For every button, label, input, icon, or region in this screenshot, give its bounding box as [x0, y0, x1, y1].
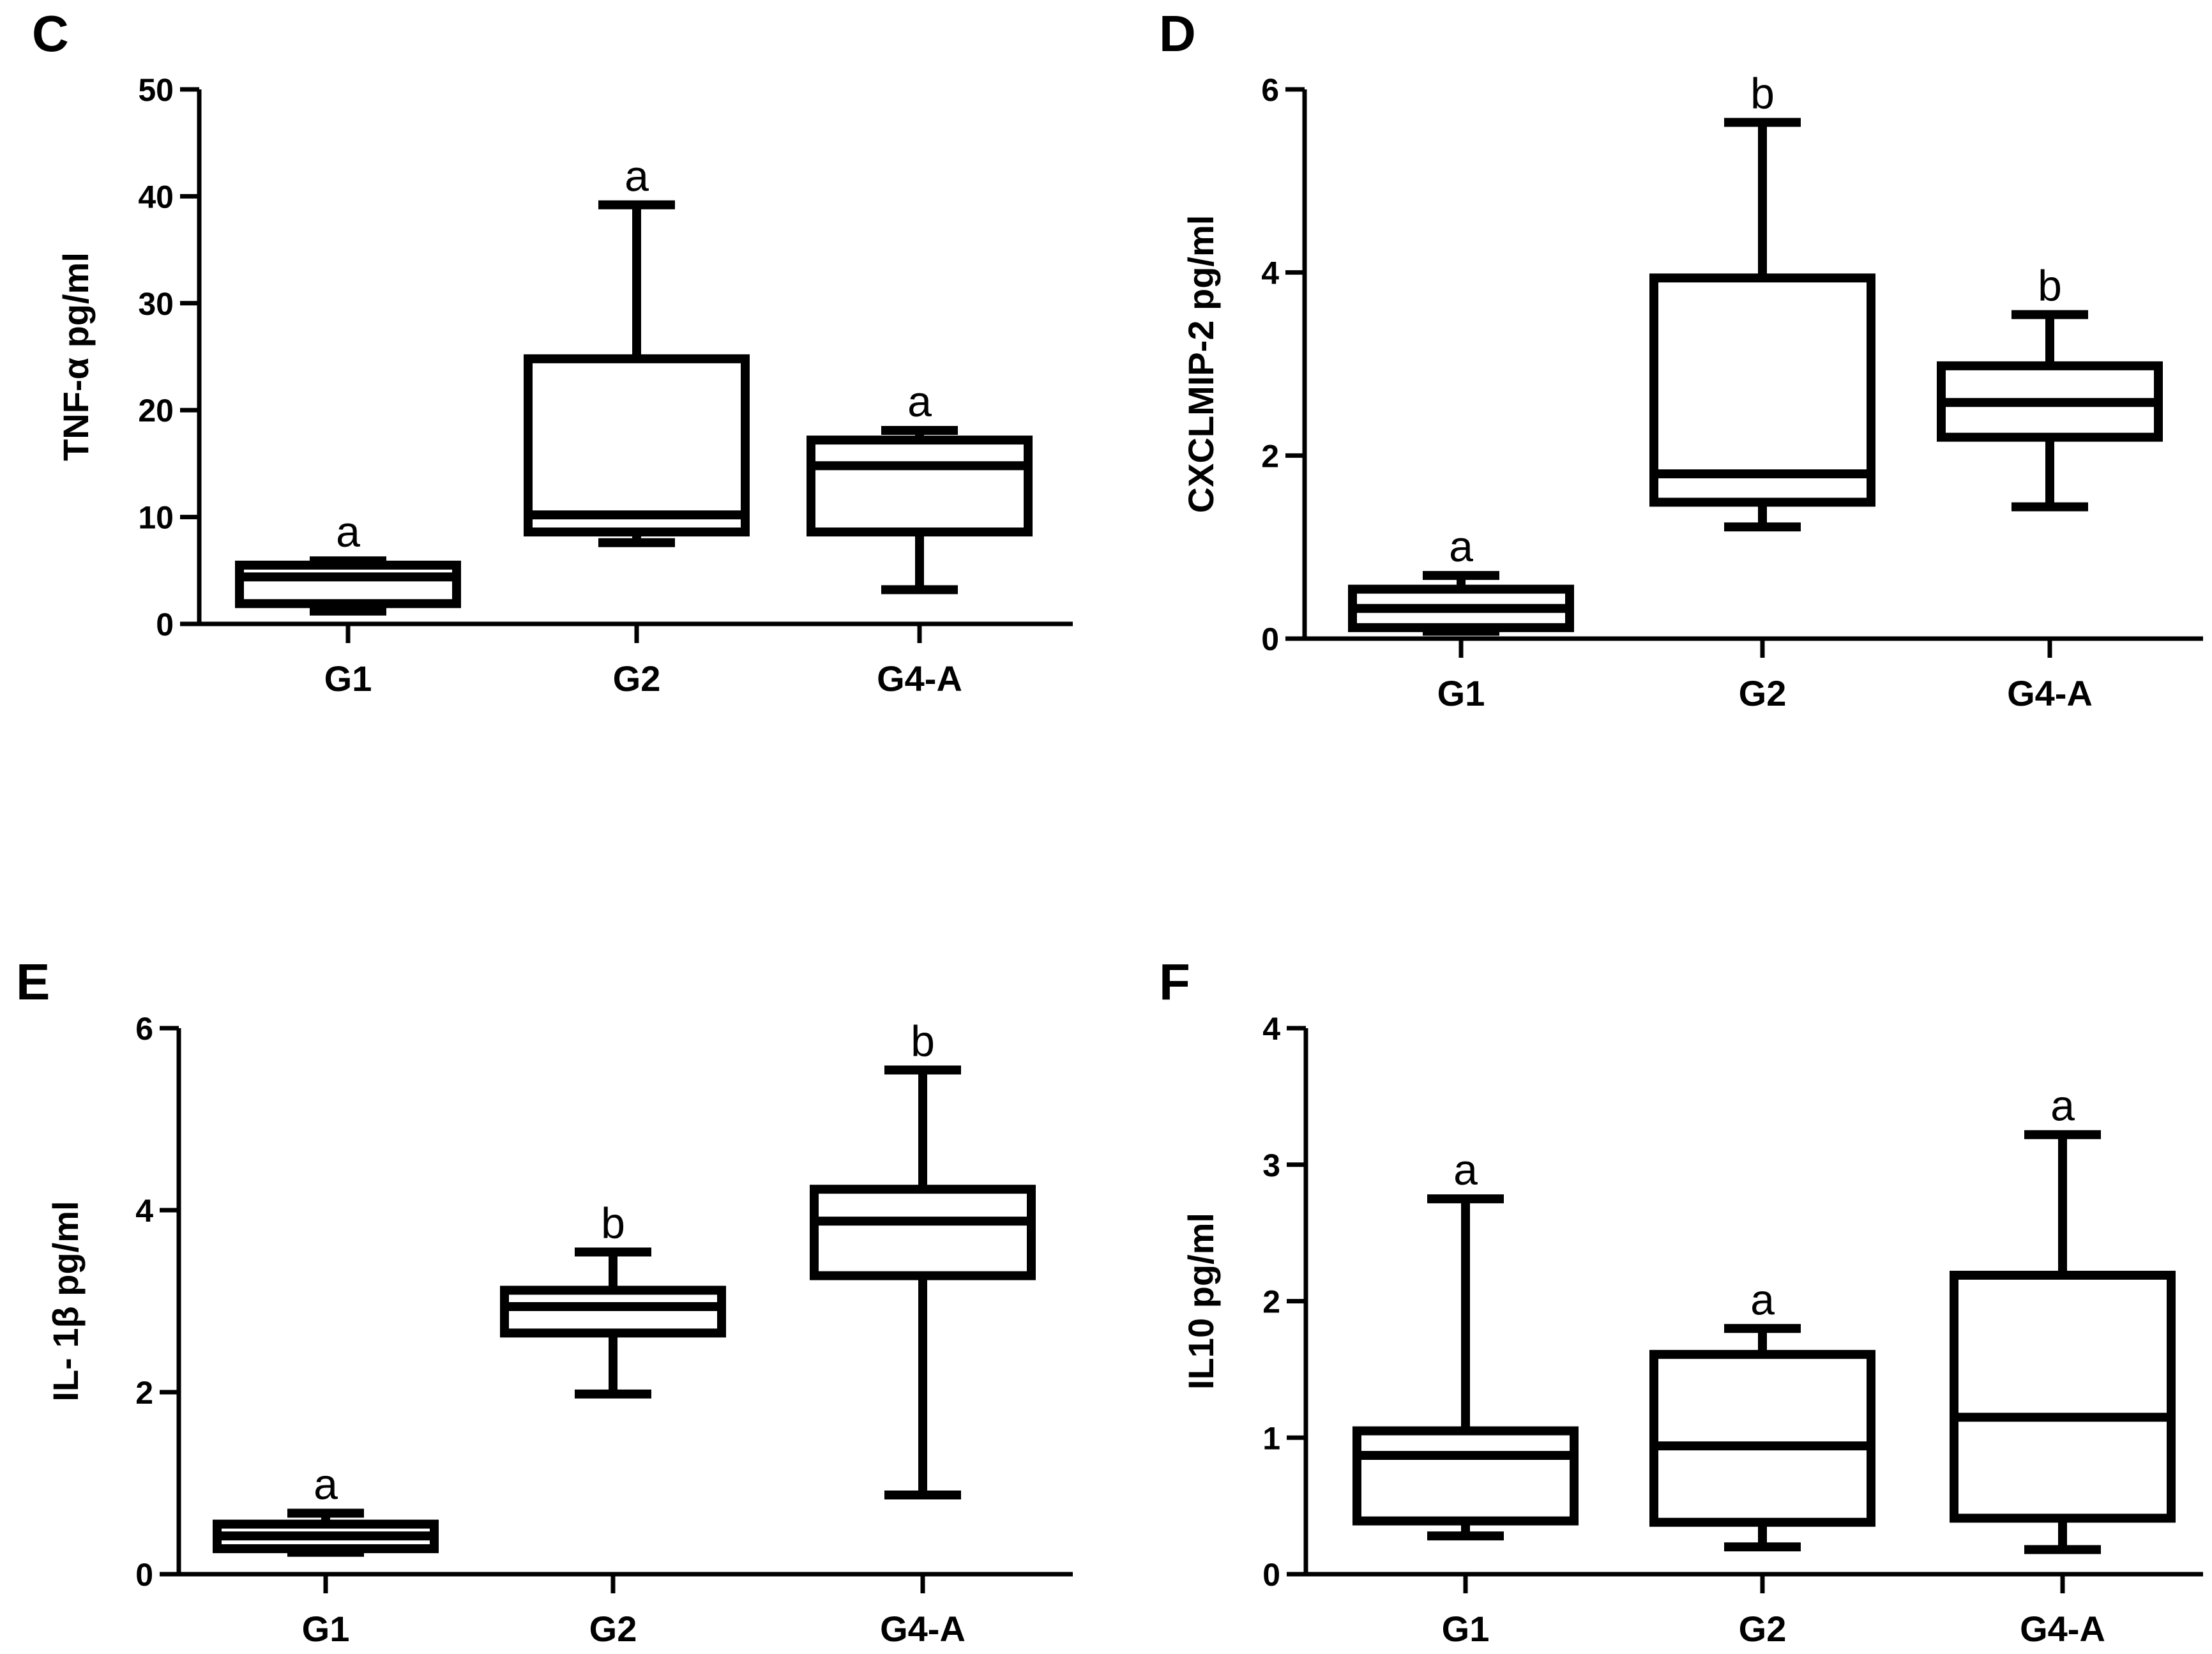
significance-label: a — [336, 508, 360, 556]
y-axis-title: CXCLMIP-2 pg/ml — [1181, 215, 1221, 513]
box-plot-g1: a — [235, 508, 461, 616]
box-plot-g1: a — [213, 1461, 439, 1557]
significance-label: a — [314, 1461, 338, 1509]
panel-letter: D — [1159, 5, 1196, 62]
y-tick-label: 6 — [1261, 72, 1279, 108]
box-plot-g2: b — [1649, 70, 1875, 532]
significance-label: a — [1750, 1275, 1775, 1324]
x-tick-label: G1 — [1437, 673, 1485, 713]
y-tick-label: 20 — [138, 393, 174, 429]
box-iqr — [810, 1185, 1036, 1280]
box-iqr — [524, 354, 750, 537]
box-plot-g1: a — [1352, 1146, 1579, 1541]
y-axis-title: TNF-α pg/ml — [56, 252, 96, 461]
box-plot-g4-a: a — [1950, 1082, 2176, 1554]
y-axis-title: IL- 1β pg/ml — [45, 1201, 86, 1401]
box-iqr — [1352, 1426, 1579, 1526]
y-tick-label: 4 — [1261, 255, 1279, 291]
significance-label: b — [601, 1199, 625, 1248]
box-plot-g4-a: a — [807, 377, 1033, 595]
y-tick-label: 6 — [135, 1011, 153, 1047]
y-tick-label: 4 — [1262, 1011, 1280, 1047]
chart-panel-d: D 0 2 4 6 G1 G2 G4-A CXCLMIP-2 pg/ml a b b — [1159, 5, 2203, 713]
x-tick-label: G2 — [613, 658, 661, 699]
box-plot-g2: a — [1649, 1275, 1875, 1552]
y-tick-label: 2 — [135, 1375, 153, 1411]
box-iqr — [1950, 1270, 2176, 1523]
significance-label: a — [2050, 1082, 2075, 1130]
significance-label: b — [911, 1017, 935, 1066]
box-iqr — [1649, 273, 1875, 507]
box-iqr — [1649, 1349, 1875, 1527]
x-tick-label: G2 — [1739, 673, 1787, 713]
y-tick-label: 0 — [156, 607, 174, 642]
y-tick-label: 10 — [138, 500, 174, 536]
significance-label: a — [907, 377, 932, 426]
x-tick-label: G2 — [1739, 1609, 1787, 1649]
box-plot-g2: a — [524, 152, 750, 547]
chart-panel-f: F 0 1 2 3 4 G1 G2 G4-A IL10 pg/ml a a a — [1159, 953, 2203, 1649]
y-tick-label: 3 — [1262, 1148, 1280, 1183]
chart-panel-e: E 0 2 4 6 G1 G2 G4-A IL- 1β pg/ml a b b — [16, 953, 1073, 1649]
y-axis-title: IL10 pg/ml — [1181, 1213, 1221, 1390]
x-tick-label: G4-A — [2020, 1609, 2105, 1649]
y-tick-label: 30 — [138, 286, 174, 322]
significance-label: a — [625, 152, 649, 201]
x-tick-label: G1 — [1442, 1609, 1490, 1649]
box-plot-g4-a: b — [1937, 262, 2163, 512]
chart-panel-c: C 0 10 20 30 40 50 G1 G2 G4-A TNF-α pg/ml a a a — [32, 5, 1073, 699]
y-tick-label: 2 — [1262, 1284, 1280, 1320]
significance-label: b — [2038, 262, 2062, 310]
y-tick-label: 0 — [135, 1557, 153, 1593]
x-tick-label: G2 — [589, 1609, 637, 1649]
x-tick-label: G1 — [302, 1609, 350, 1649]
panel-letter: C — [32, 5, 69, 62]
y-tick-label: 2 — [1261, 438, 1279, 474]
x-tick-label: G4-A — [2007, 673, 2093, 713]
box-plot-g2: b — [500, 1199, 726, 1399]
x-tick-label: G1 — [324, 658, 372, 699]
box-iqr — [235, 560, 461, 609]
y-tick-label: 1 — [1262, 1420, 1280, 1456]
significance-label: b — [1750, 70, 1775, 118]
x-tick-label: G4-A — [877, 658, 962, 699]
y-tick-label: 4 — [135, 1193, 153, 1229]
panel-letter: E — [16, 953, 50, 1010]
y-tick-label: 0 — [1262, 1557, 1280, 1593]
panel-letter: F — [1159, 953, 1190, 1010]
y-tick-label: 50 — [138, 72, 174, 108]
significance-label: a — [1449, 522, 1473, 571]
box-iqr — [807, 436, 1033, 537]
y-tick-label: 40 — [138, 179, 174, 215]
box-plot-g1: a — [1348, 522, 1574, 636]
y-tick-label: 0 — [1261, 621, 1279, 657]
box-plot-g4-a: b — [810, 1017, 1036, 1500]
significance-label: a — [1453, 1146, 1478, 1194]
box-iqr — [500, 1286, 726, 1338]
x-tick-label: G4-A — [880, 1609, 966, 1649]
